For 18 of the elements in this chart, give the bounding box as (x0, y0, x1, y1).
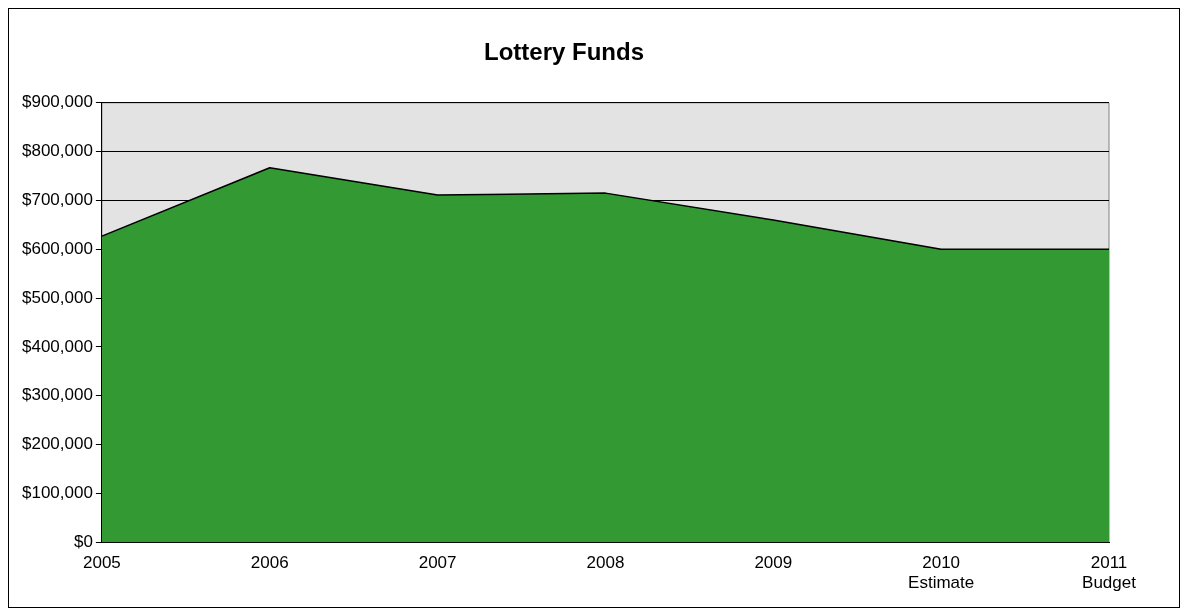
y-tick-label: $400,000 (22, 336, 93, 356)
x-tick-label: 2008 (586, 553, 625, 573)
chart-title: Lottery Funds (484, 38, 644, 66)
x-tick-label: 2005 (82, 553, 121, 573)
y-tick-label: $700,000 (22, 190, 93, 210)
x-tick-label: 2007 (418, 553, 457, 573)
y-tick-label: $500,000 (22, 287, 93, 307)
y-tick-label: $300,000 (22, 385, 93, 405)
y-tick-label: $800,000 (22, 141, 93, 161)
x-tick-label: 2011 Budget (1082, 553, 1137, 593)
y-tick-label: $900,000 (22, 92, 93, 112)
x-tick-label: 2009 (754, 553, 793, 573)
y-tick-label: $200,000 (22, 434, 93, 454)
x-tick-label: 2006 (250, 553, 289, 573)
y-tick-label: $100,000 (22, 483, 93, 503)
x-tick-label: 2010 Estimate (908, 553, 975, 593)
y-tick-label: $600,000 (22, 238, 93, 258)
y-tick-label: $0 (73, 531, 93, 551)
